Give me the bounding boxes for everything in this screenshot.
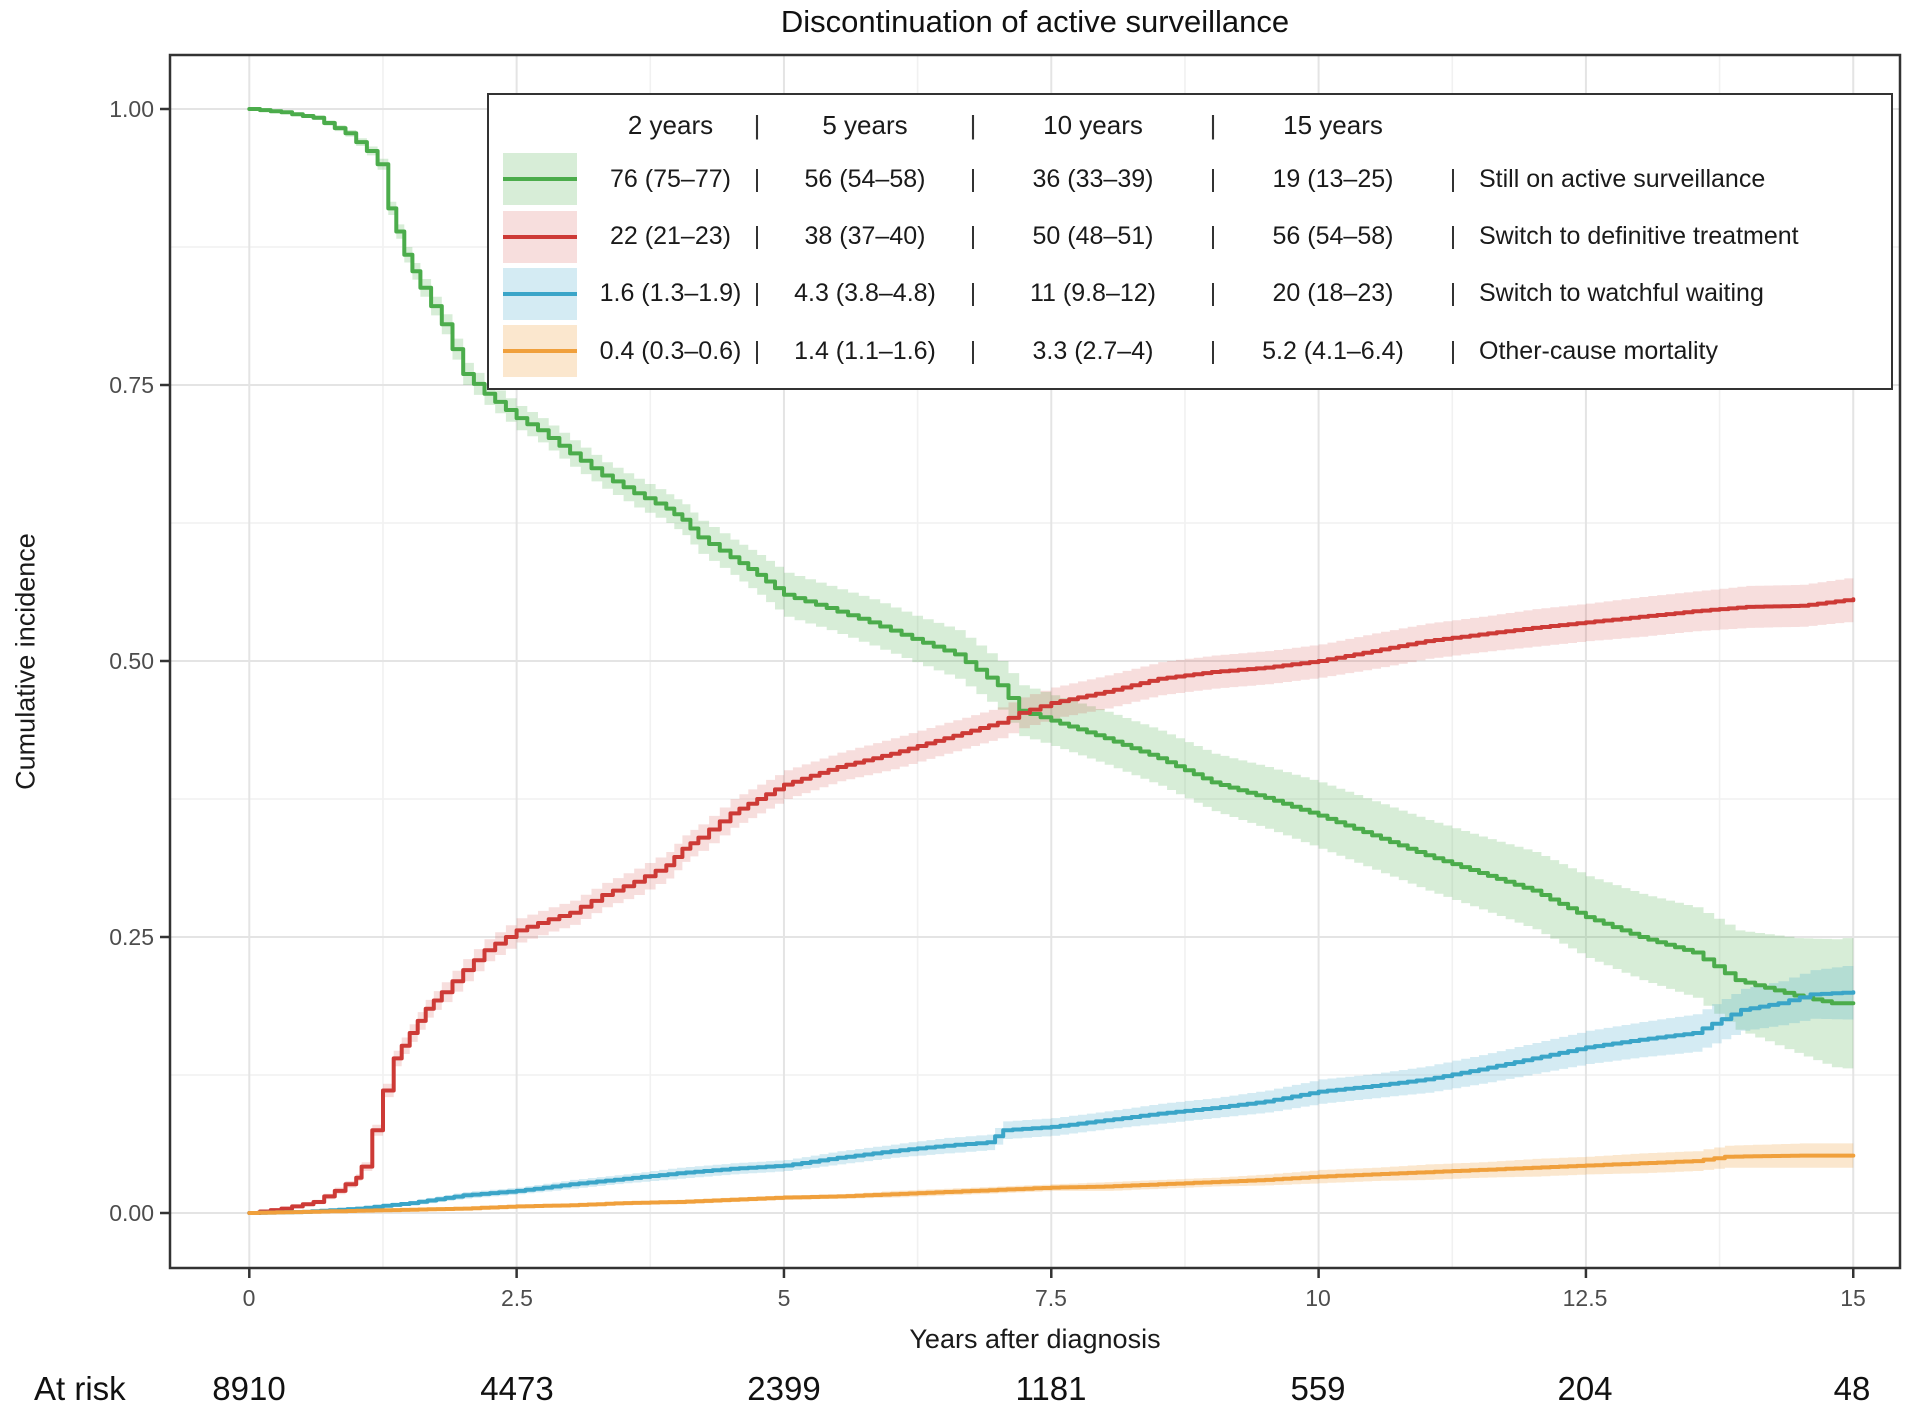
legend-header-15y: 15 years [1283,110,1383,141]
legend-series-label: Still on active surveillance [1479,164,1766,193]
legend-value: 38 (37–40) [804,222,926,251]
legend-series-label: Switch to definitive treatment [1479,222,1799,251]
legend-value: 4.3 (3.8–4.8) [794,279,936,308]
y-tick-label: 0.50 [109,648,154,674]
legend-box: 2 years | 5 years | 10 years | 15 years … [487,93,1893,390]
at-risk-count: 8910 [212,1370,286,1407]
y-tick-label: 0.00 [109,1200,154,1226]
legend-value: 76 (75–77) [610,164,731,193]
legend-value: 36 (33–39) [1032,164,1154,193]
orange-key-icon [503,325,577,378]
legend-value: 19 (13–25) [1272,164,1394,193]
x-axis-title: Years after diagnosis [909,1324,1161,1354]
chart-title: Discontinuation of active surveillance [780,4,1290,39]
legend-row-other-cause-mortality: 0.4 (0.3–0.6) | 1.4 (1.1–1.6) | 3.3 (2.7… [503,323,1877,380]
legend-separator: | [1209,110,1217,141]
legend-separator: | [969,110,977,141]
legend-value: 3.3 (2.7–4) [1032,336,1154,365]
legend-value: 5.2 (4.1–6.4) [1262,336,1404,365]
y-tick-label: 0.25 [109,924,154,950]
at-risk-count: 2399 [747,1370,821,1407]
legend-header-row: 2 years | 5 years | 10 years | 15 years … [503,101,1877,150]
legend-separator: | [753,110,761,141]
at-risk-count: 4473 [480,1370,554,1407]
legend-header-5y: 5 years [822,110,908,141]
legend-series-label: Switch to watchful waiting [1479,279,1764,308]
legend-row-still-on-as: 76 (75–77) | 56 (54–58) | 36 (33–39) | 1… [503,150,1877,207]
legend-value: 20 (18–23) [1272,279,1394,308]
at-risk-count: 1181 [1015,1370,1087,1407]
x-tick-label: 15 [1840,1285,1866,1311]
at-risk-count: 48 [1833,1370,1871,1407]
at-risk-count: 559 [1290,1370,1346,1407]
legend-series-label: Other-cause mortality [1479,336,1718,365]
x-tick-label: 0 [242,1285,256,1311]
legend-header-2y: 2 years [627,110,714,141]
y-axis-title: Cumulative incidence [10,533,41,790]
y-tick-label: 0.75 [109,372,154,398]
legend-value: 22 (21–23) [610,222,731,251]
at-risk-label: At risk [34,1370,126,1407]
legend-row-watchful-waiting: 1.6 (1.3–1.9) | 4.3 (3.8–4.8) | 11 (9.8–… [503,265,1877,322]
green-key-icon [503,153,577,206]
at-risk-count: 204 [1557,1370,1613,1407]
blue-key-icon [503,267,577,320]
x-tick-label: 5 [777,1285,791,1311]
y-tick-label: 1.00 [109,96,154,122]
x-tick-label: 2.5 [501,1285,533,1311]
x-tick-label: 7.5 [1035,1285,1067,1311]
x-tick-label: 10 [1305,1285,1331,1311]
legend-row-definitive-treatment: 22 (21–23) | 38 (37–40) | 50 (48–51) | 5… [503,208,1877,265]
legend-value: 1.6 (1.3–1.9) [599,279,742,308]
red-key-icon [503,210,577,263]
legend-value: 56 (54–58) [1272,222,1394,251]
legend-value: 1.4 (1.1–1.6) [794,336,936,365]
legend-value: 0.4 (0.3–0.6) [599,336,742,365]
legend-value: 11 (9.8–12) [1029,279,1156,308]
legend-value: 56 (54–58) [804,164,926,193]
legend-value: 50 (48–51) [1032,222,1154,251]
x-tick-label: 12.5 [1562,1285,1608,1311]
legend-header-10y: 10 years [1043,110,1143,141]
